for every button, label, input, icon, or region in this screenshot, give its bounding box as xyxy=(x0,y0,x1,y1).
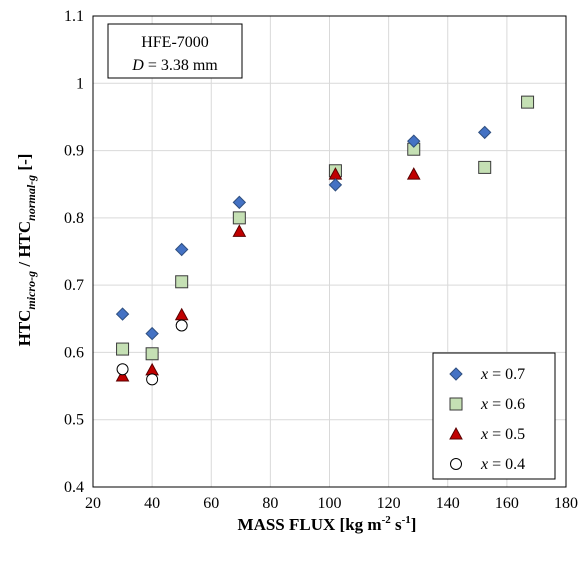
data-point-diamond xyxy=(232,195,247,210)
data-point-triangle xyxy=(406,167,421,180)
tick-labels: 20 40 60 80 100 120 140 160 180 0.4 0.5 0.6 0.7 0.8 0.… xyxy=(64,8,578,512)
y-tick-label: 0.5 xyxy=(64,412,84,429)
data-point-square xyxy=(232,211,246,225)
data-point-square xyxy=(478,160,492,174)
y-tick-label: 0.4 xyxy=(64,479,84,496)
data-point-circle xyxy=(146,373,159,386)
x-tick-label: 100 xyxy=(318,495,342,512)
data-point-triangle xyxy=(232,224,247,237)
data-point-triangle xyxy=(145,362,159,376)
y-tick-label: 0.9 xyxy=(64,143,84,160)
legend-label: x = 0.7 xyxy=(480,366,525,383)
y-axis-title: HTCmicro-g / HTCnormal-g [-] xyxy=(15,154,38,347)
x-tick-label: 180 xyxy=(554,495,578,512)
y-tick-label: 1 xyxy=(76,75,84,92)
legend-label: x = 0.5 xyxy=(480,426,525,443)
data-point-square xyxy=(145,347,159,361)
data-point-circle xyxy=(116,363,129,376)
x-tick-label: 60 xyxy=(203,495,219,512)
x-tick-label: 40 xyxy=(144,495,160,512)
x-tick-label: 120 xyxy=(377,495,401,512)
data-points xyxy=(115,95,535,386)
data-point-square xyxy=(175,275,189,289)
legend-marker-square xyxy=(449,397,463,411)
data-point-diamond xyxy=(174,242,189,257)
data-point-circle xyxy=(175,319,188,332)
x-tick-label: 160 xyxy=(495,495,519,512)
annotation-box: HFE-7000 D = 3.38 mm xyxy=(107,23,243,79)
data-point-triangle xyxy=(115,368,130,382)
data-point-diamond xyxy=(477,125,492,140)
annotation-fluid: HFE-7000 xyxy=(141,34,209,51)
y-tick-label: 0.6 xyxy=(64,344,84,361)
x-axis-title: MASS FLUX [kg m-2 s-1] xyxy=(238,514,417,534)
legend-marker-diamond xyxy=(449,367,463,381)
data-point-diamond xyxy=(115,307,130,321)
x-tick-label: 20 xyxy=(85,495,101,512)
data-point-diamond xyxy=(328,178,343,192)
y-tick-label: 0.8 xyxy=(64,210,84,227)
legend-label: x = 0.4 xyxy=(480,456,525,473)
legend-label: x = 0.6 xyxy=(480,396,525,413)
legend-marker-circle xyxy=(450,458,462,470)
data-point-square xyxy=(116,342,130,356)
data-point-diamond xyxy=(407,134,421,148)
legend-marker-triangle xyxy=(449,426,463,440)
data-point-diamond xyxy=(145,326,159,341)
data-point-square xyxy=(521,95,535,109)
annotation-diameter: D = 3.38 mm xyxy=(131,57,218,74)
data-point-triangle xyxy=(174,307,189,321)
x-tick-label: 80 xyxy=(262,495,278,512)
legend: x = 0.7 x = 0.6 x = 0.5 x = 0.4 xyxy=(432,352,556,480)
plot-frame xyxy=(92,15,567,488)
y-tick-label: 0.7 xyxy=(64,277,84,294)
x-tick-label: 140 xyxy=(436,495,460,512)
y-tick-label: 1.1 xyxy=(64,8,84,25)
